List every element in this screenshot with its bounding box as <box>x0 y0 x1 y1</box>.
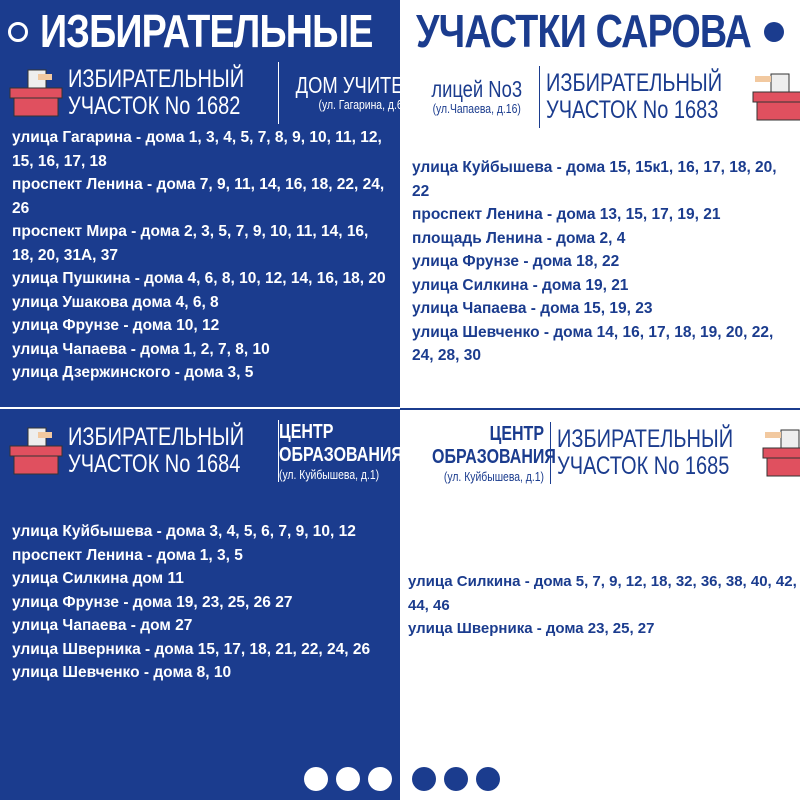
precinct-1684-panel: ИЗБИРАТЕЛЬНЫЙ УЧАСТОК No 1684 ЦЕНТР ОБРА… <box>0 410 403 800</box>
place-address: (ул. Куйбышева, д.1) <box>443 468 544 484</box>
ballot-box-icon <box>9 69 63 117</box>
circle-icon <box>304 767 328 791</box>
street-item: улица Шевченко - дома 8, 10 <box>12 664 232 681</box>
circle-icon <box>764 22 784 42</box>
street-list: улица Силкина - дома 5, 7, 9, 12, 18, 32… <box>408 570 798 641</box>
place-name: ДОМ УЧИТЕЛЯ <box>295 72 430 98</box>
circle-icon <box>476 767 500 791</box>
ballot-box-icon <box>762 429 800 477</box>
street-item: улица Фрунзе - дома 10, 12 <box>12 317 220 334</box>
pagination-dots <box>412 767 500 791</box>
street-list: улица Гагарина - дома 1, 3, 4, 5, 7, 8, … <box>12 126 392 385</box>
title-right: УЧАСТКИ САРОВА <box>416 5 752 57</box>
divider <box>278 420 280 482</box>
street-item: улица Фрунзе - дома 18, 22 <box>412 253 620 270</box>
circle-icon <box>8 22 28 42</box>
pagination-dots <box>304 767 392 791</box>
place-name: ЦЕНТР ОБРАЗОВАНИЯ <box>279 420 403 466</box>
divider <box>0 408 800 410</box>
precinct-header: ЦЕНТР ОБРАЗОВАНИЯ (ул. Куйбышева, д.1) И… <box>404 422 800 484</box>
place-address: (ул. Гагарина, д.6) <box>318 97 407 112</box>
street-item: улица Силкина дом 11 <box>12 570 184 587</box>
precinct-header: ИЗБИРАТЕЛЬНЫЙ УЧАСТОК No 1684 ЦЕНТР ОБРА… <box>8 420 403 482</box>
precinct-number: УЧАСТОК No 1683 <box>546 96 719 124</box>
street-item: проспект Ленина - дома 13, 15, 17, 19, 2… <box>412 206 721 223</box>
street-item: улица Шверника - дома 15, 17, 18, 21, 22… <box>12 640 371 658</box>
street-list: улица Куйбышева - дома 15, 15к1, 16, 17,… <box>412 156 792 368</box>
street-item: улица Чапаева - дома 15, 19, 23 <box>412 300 653 317</box>
precinct-label: ИЗБИРАТЕЛЬНЫЙ <box>68 423 245 451</box>
street-item: улица Чапаева - дома 1, 2, 7, 8, 10 <box>12 340 270 358</box>
divider <box>550 422 551 484</box>
street-item: улица Пушкина - дома 4, 6, 8, 10, 12, 14… <box>12 270 386 287</box>
circle-icon <box>368 767 392 791</box>
precinct-number: УЧАСТОК No 1684 <box>68 450 241 478</box>
street-item: улица Куйбышева - дома 3, 4, 5, 6, 7, 9,… <box>12 523 356 540</box>
street-item: площадь Ленина - дома 2, 4 <box>412 229 626 247</box>
precinct-label: ИЗБИРАТЕЛЬНЫЙ <box>546 69 723 97</box>
street-item: проспект Ленина - дома 1, 3, 5 <box>12 546 243 564</box>
precinct-header: лицей No3 (ул.Чапаева, д.16) ИЗБИРАТЕЛЬН… <box>420 66 800 128</box>
street-item: улица Чапаева - дом 27 <box>12 617 193 634</box>
precinct-1682-panel: ИЗБИРАТЕЛЬНЫЕ ИЗБИРАТЕЛЬНЫЙ УЧАСТОК No 1… <box>0 0 429 410</box>
place-address: (ул.Чапаева, д.16) <box>432 101 521 116</box>
divider <box>278 62 280 124</box>
place-name: ЦЕНТР ОБРАЗОВАНИЯ <box>432 422 556 468</box>
place-address: (ул. Куйбышева, д.1) <box>279 466 380 482</box>
ballot-box-icon <box>9 427 63 475</box>
street-item: проспект Ленина - дома 7, 9, 11, 14, 16,… <box>12 176 385 217</box>
divider <box>539 66 541 128</box>
precinct-number: УЧАСТОК No 1682 <box>68 92 241 120</box>
circle-icon <box>412 767 436 791</box>
street-item: улица Куйбышева - дома 15, 15к1, 16, 17,… <box>412 159 777 200</box>
street-item: улица Силкина - дома 5, 7, 9, 12, 18, 32… <box>408 573 797 614</box>
street-item: улица Фрунзе - дома 19, 23, 25, 26 27 <box>12 593 293 611</box>
place-name: лицей No3 <box>431 76 523 102</box>
precinct-number: УЧАСТОК No 1685 <box>557 452 730 480</box>
precinct-1683-panel: УЧАСТКИ САРОВА лицей No3 (ул.Чапаева, д.… <box>400 0 800 410</box>
street-item: проспект Мира - дома 2, 3, 5, 7, 9, 10, … <box>12 223 369 264</box>
street-item: улица Силкина - дома 19, 21 <box>412 276 629 294</box>
divider <box>0 407 400 409</box>
circle-icon <box>444 767 468 791</box>
street-item: улица Дзержинского - дома 3, 5 <box>12 364 254 381</box>
precinct-label: ИЗБИРАТЕЛЬНЫЙ <box>68 65 245 93</box>
precinct-label: ИЗБИРАТЕЛЬНЫЙ <box>557 425 734 453</box>
street-item: улица Шверника - дома 23, 25, 27 <box>408 620 655 637</box>
title-left: ИЗБИРАТЕЛЬНЫЕ <box>40 5 373 57</box>
circle-icon <box>336 767 360 791</box>
street-item: улица Шевченко - дома 14, 16, 17, 18, 19… <box>412 323 774 365</box>
street-list: улица Куйбышева - дома 3, 4, 5, 6, 7, 9,… <box>12 520 392 685</box>
precinct-header: ИЗБИРАТЕЛЬНЫЙ УЧАСТОК No 1682 ДОМ УЧИТЕЛ… <box>8 62 446 124</box>
ballot-box-icon <box>752 73 800 121</box>
precinct-1685-panel: ЦЕНТР ОБРАЗОВАНИЯ (ул. Куйбышева, д.1) И… <box>400 410 800 800</box>
street-item: улица Ушакова дома 4, 6, 8 <box>12 293 219 311</box>
street-item: улица Гагарина - дома 1, 3, 4, 5, 7, 8, … <box>12 129 382 170</box>
